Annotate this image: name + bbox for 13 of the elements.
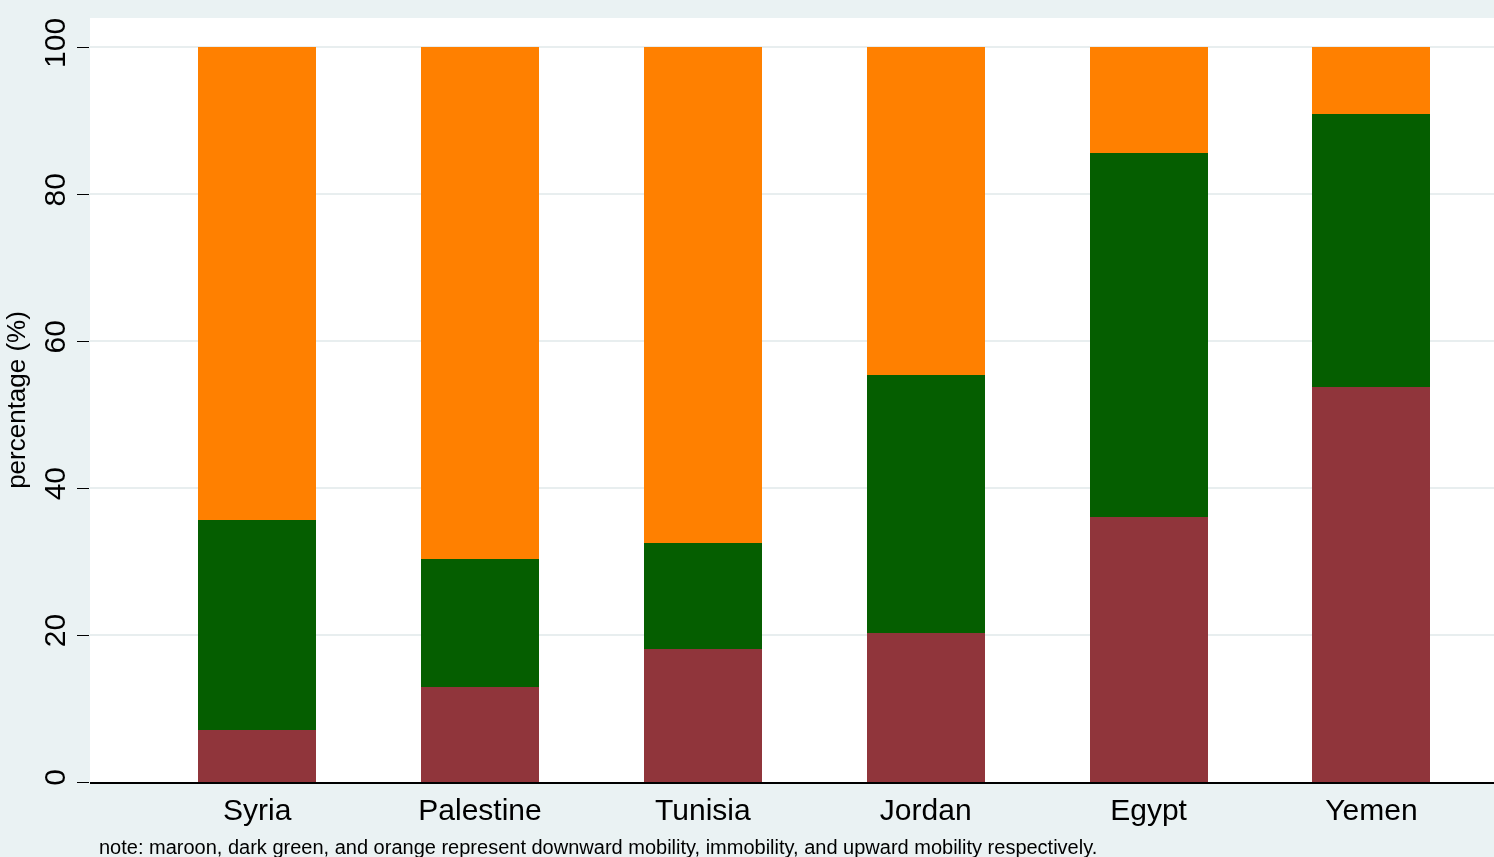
y-tick-label: 80 (38, 173, 71, 207)
y-tick-label: 100 (38, 17, 71, 68)
y-tick-label: 20 (38, 613, 71, 648)
x-tick-label: Tunisia (655, 792, 751, 826)
x-tick-label: Jordan (879, 792, 972, 826)
x-tick-label: Egypt (1110, 792, 1188, 826)
y-axis-title: percentage (%) (1, 311, 32, 489)
x-tick-label: Palestine (418, 792, 542, 826)
y-tick-label: 40 (38, 466, 71, 501)
x-tick-label: Yemen (1325, 792, 1418, 826)
y-tick-label: 60 (38, 320, 71, 354)
x-tick-label: Syria (222, 792, 292, 826)
y-tick-label: 0 (38, 769, 71, 786)
